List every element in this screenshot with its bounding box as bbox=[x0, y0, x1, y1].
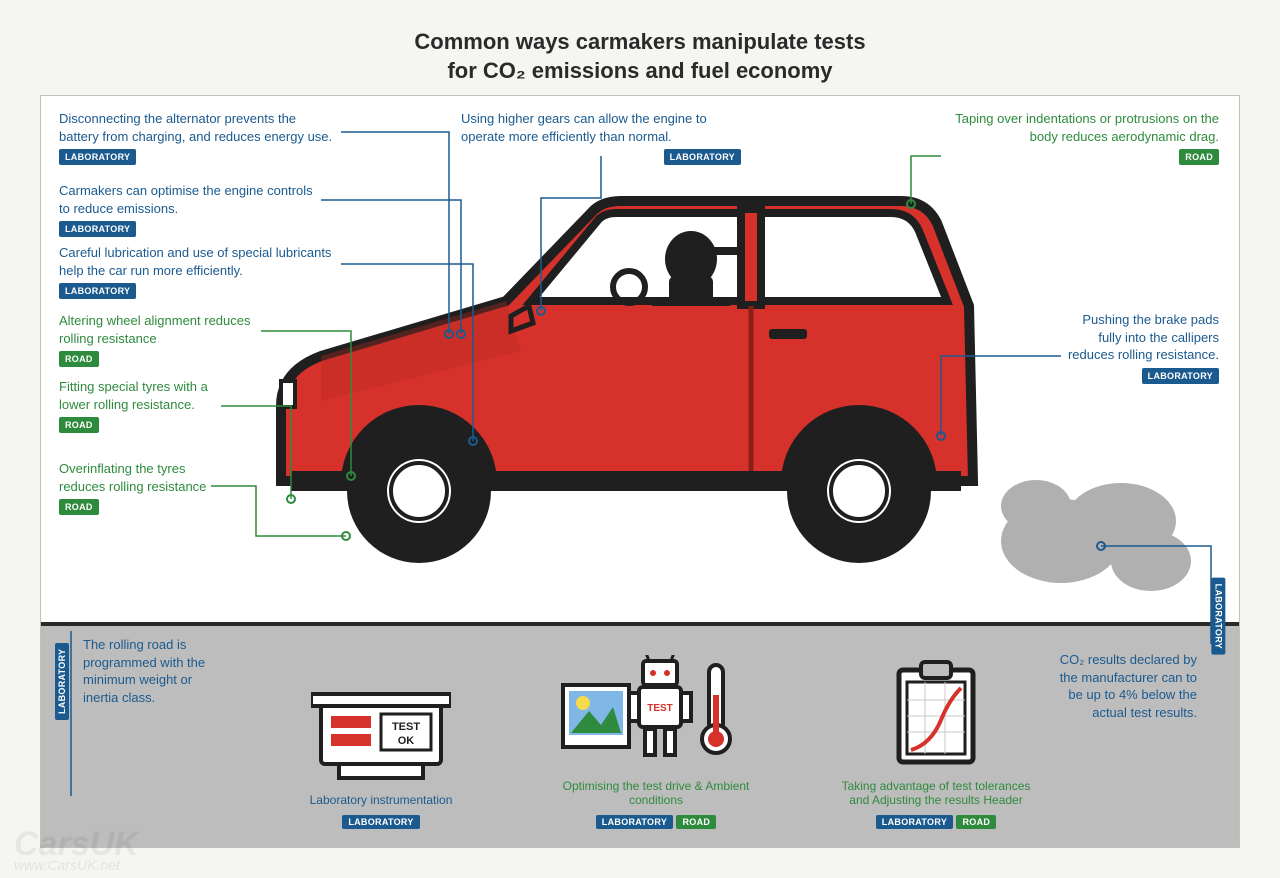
tag-laboratory: LABORATORY bbox=[596, 815, 673, 829]
annot-text: Pushing the brake pads fully into the ca… bbox=[1068, 312, 1219, 362]
tag-road: ROAD bbox=[59, 417, 99, 433]
annot-text: Altering wheel alignment reduces rolling… bbox=[59, 313, 251, 346]
tag-laboratory: LABORATORY bbox=[342, 815, 419, 829]
annot-text: Careful lubrication and use of special l… bbox=[59, 245, 331, 278]
annot-text: Using higher gears can allow the engine … bbox=[461, 111, 707, 144]
caption: Optimising the test drive & Ambient cond… bbox=[541, 779, 771, 807]
bottom-tolerances: Taking advantage of test tolerances and … bbox=[831, 660, 1041, 829]
robot-scene-icon: TEST bbox=[561, 655, 751, 770]
tag-laboratory-vertical-right: LABORATORY bbox=[1211, 578, 1225, 655]
annot-higher-gears: Using higher gears can allow the engine … bbox=[461, 110, 741, 165]
caption: Taking advantage of test tolerances and … bbox=[831, 779, 1041, 807]
annot-text: Disconnecting the alternator prevents th… bbox=[59, 111, 332, 144]
clipboard-icon bbox=[881, 660, 991, 770]
annot-rolling-road: The rolling road is programmed with the … bbox=[83, 636, 213, 706]
tag-laboratory: LABORATORY bbox=[59, 283, 136, 299]
annot-text: Taping over indentations or protrusions … bbox=[955, 111, 1219, 144]
page-title: Common ways carmakers manipulate tests f… bbox=[0, 0, 1280, 85]
watermark: CarsUK www.CarsUK.net bbox=[14, 829, 139, 872]
svg-text:OK: OK bbox=[398, 735, 415, 747]
infographic-frame: Disconnecting the alternator prevents th… bbox=[40, 95, 1240, 848]
annot-wheel-alignment: Altering wheel alignment reduces rolling… bbox=[59, 312, 259, 367]
bottom-test-drive: TEST Optimising the test drive & Ambient… bbox=[541, 655, 771, 829]
title-line-1: Common ways carmakers manipulate tests bbox=[414, 29, 865, 54]
annot-lubricants: Careful lubrication and use of special l… bbox=[59, 244, 339, 299]
tag-road: ROAD bbox=[956, 815, 996, 829]
annot-taping: Taping over indentations or protrusions … bbox=[939, 110, 1219, 165]
annot-brake-pads: Pushing the brake pads fully into the ca… bbox=[1059, 311, 1219, 384]
annot-overinflating: Overinflating the tyres reduces rolling … bbox=[59, 460, 209, 515]
tag-laboratory: LABORATORY bbox=[1142, 368, 1219, 384]
svg-text:TEST: TEST bbox=[647, 703, 673, 714]
annot-text: Overinflating the tyres reduces rolling … bbox=[59, 461, 206, 494]
annot-alternator: Disconnecting the alternator prevents th… bbox=[59, 110, 339, 165]
annot-special-tyres: Fitting special tyres with a lower rolli… bbox=[59, 378, 219, 433]
annot-text: Carmakers can optimise the engine contro… bbox=[59, 183, 313, 216]
car-illustration bbox=[221, 151, 1021, 631]
caption: Laboratory instrumentation bbox=[276, 793, 486, 807]
annot-co2-results: CO₂ results declared by the manufacturer… bbox=[1047, 651, 1197, 721]
svg-text:TEST: TEST bbox=[392, 721, 420, 733]
annot-text: Fitting special tyres with a lower rolli… bbox=[59, 379, 208, 412]
tag-laboratory: LABORATORY bbox=[664, 149, 741, 165]
annot-engine-controls: Carmakers can optimise the engine contro… bbox=[59, 182, 319, 237]
annot-text: The rolling road is programmed with the … bbox=[83, 637, 205, 705]
tag-laboratory-vertical: LABORATORY bbox=[55, 643, 69, 720]
test-machine-icon: TEST OK bbox=[311, 684, 451, 784]
annot-text: CO₂ results declared by the manufacturer… bbox=[1060, 652, 1197, 720]
tag-road: ROAD bbox=[59, 499, 99, 515]
tag-road: ROAD bbox=[676, 815, 716, 829]
tag-laboratory: LABORATORY bbox=[59, 149, 136, 165]
tag-laboratory: LABORATORY bbox=[59, 221, 136, 237]
bottom-lab-instrumentation: TEST OK Laboratory instrumentation LABOR… bbox=[276, 684, 486, 829]
tag-road: ROAD bbox=[1179, 149, 1219, 165]
title-line-2: for CO₂ emissions and fuel economy bbox=[447, 58, 832, 83]
tag-road: ROAD bbox=[59, 351, 99, 367]
tag-laboratory: LABORATORY bbox=[876, 815, 953, 829]
